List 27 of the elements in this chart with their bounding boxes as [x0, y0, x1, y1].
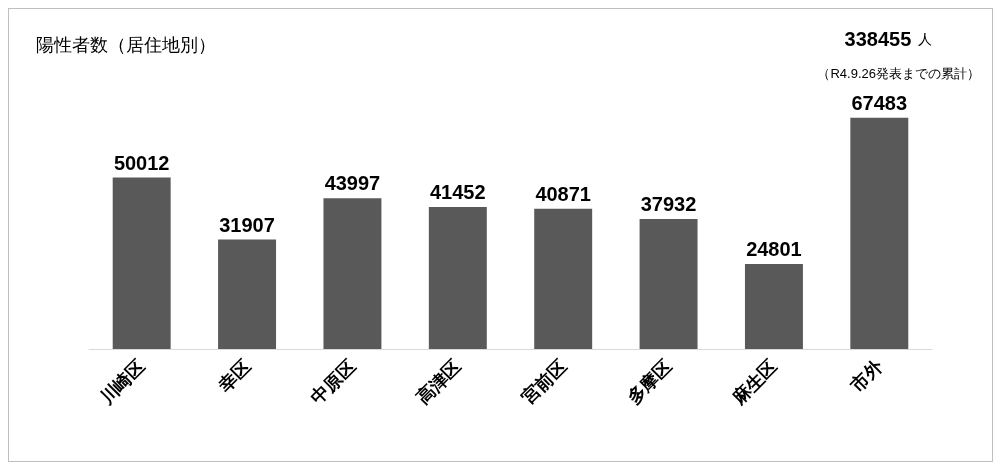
bar	[850, 117, 909, 349]
x-tick-label: 宮前区	[517, 355, 571, 409]
x-tick-label: 高津区	[412, 355, 465, 409]
bar	[744, 263, 803, 349]
data-label: 50012	[113, 151, 170, 174]
x-tick-label: 幸区	[213, 355, 255, 397]
data-label: 43997	[324, 172, 381, 195]
x-tick-label: 市外	[846, 355, 888, 397]
text: 338455 人	[844, 28, 932, 50]
chart-title: 陽性者数（居住地別）	[36, 35, 216, 55]
data-label: 24801	[746, 237, 802, 260]
text: （R4.9.26発表までの累計）	[817, 66, 981, 81]
bar	[218, 239, 277, 349]
data-label: 37932	[640, 192, 697, 215]
data-label: 31907	[219, 213, 275, 236]
bar	[112, 177, 171, 349]
x-tick-label: 多摩区	[623, 355, 676, 409]
data-label: 67483	[851, 91, 908, 114]
x-tick-label: 麻生区	[727, 355, 782, 409]
data-label: 41452	[430, 180, 486, 203]
data-label: 40871	[535, 182, 591, 205]
bar	[323, 198, 382, 349]
bar	[428, 206, 487, 349]
x-tick-label: 川崎区	[95, 355, 149, 409]
bar	[639, 218, 698, 349]
bar	[534, 208, 593, 349]
x-tick-label: 中原区	[307, 355, 360, 409]
